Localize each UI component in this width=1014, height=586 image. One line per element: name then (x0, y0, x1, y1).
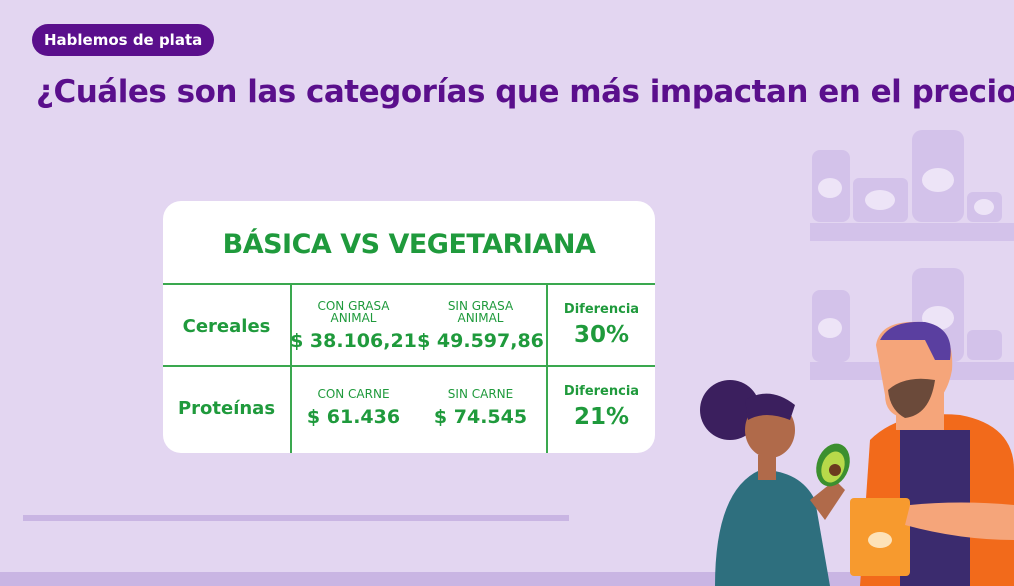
difference-header: Diferencia (563, 384, 640, 399)
row-label: Cereales (182, 315, 271, 337)
price-cell: CON GRASA ANIMAL $ 38.106,21 (290, 285, 417, 367)
difference-cell: Diferencia 30% (548, 285, 655, 367)
table-row: Cereales CON GRASA ANIMAL $ 38.106,21 SIN G… (163, 285, 655, 367)
comparison-table: BÁSICA VS VEGETARIANA Cereales CON GRASA … (163, 201, 655, 453)
row-label-cell: Cereales (163, 285, 290, 367)
difference-value: 21% (573, 404, 630, 430)
price-cell: SIN GRASA ANIMAL $ 49.597,86 (415, 285, 546, 367)
column-divider (546, 283, 548, 453)
woman (700, 380, 850, 586)
row-label: Proteínas (177, 397, 276, 419)
divider (23, 515, 569, 521)
man (850, 321, 1014, 586)
row-label-cell: Proteínas (163, 367, 290, 449)
price-value: $ 49.597,86 (417, 330, 544, 352)
price-header: CON CARNE (317, 387, 390, 401)
price-value: $ 38.106,21 (290, 330, 417, 352)
column-divider (290, 283, 292, 453)
price-header: SIN GRASA ANIMAL (447, 299, 514, 325)
table-row: Proteínas CON CARNE $ 61.436 SIN CARNE $ 74.… (163, 367, 655, 449)
row-divider (163, 283, 655, 285)
difference-header: Diferencia (563, 302, 640, 317)
badge: Hablemos de plata (32, 24, 215, 56)
table-title: BÁSICA VS VEGETARIANA (222, 229, 596, 260)
difference-cell: Diferencia 21% (548, 367, 655, 449)
price-header: CON GRASA ANIMAL (317, 299, 390, 325)
slide-title: ¿Cuáles son las categorías que más impac… (36, 74, 1014, 110)
row-divider (163, 365, 655, 367)
price-cell: CON CARNE $ 61.436 (292, 367, 415, 449)
price-value: $ 61.436 (306, 406, 401, 428)
price-cell: SIN CARNE $ 74.545 (415, 367, 546, 449)
difference-value: 30% (573, 322, 630, 348)
price-header: SIN CARNE (447, 387, 514, 401)
price-value: $ 74.545 (433, 406, 528, 428)
